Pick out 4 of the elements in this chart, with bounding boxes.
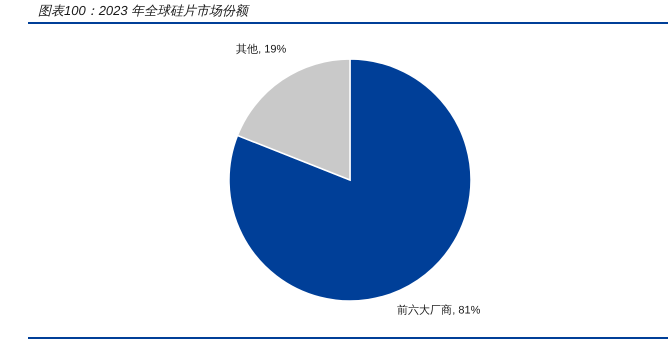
chart-title: 图表100：2023 年全球硅片市场份额 xyxy=(38,2,248,20)
slice-label: 其他, 19% xyxy=(236,42,286,56)
slice-label: 前六大厂商, 81% xyxy=(397,304,481,317)
pie-slice xyxy=(228,58,472,302)
